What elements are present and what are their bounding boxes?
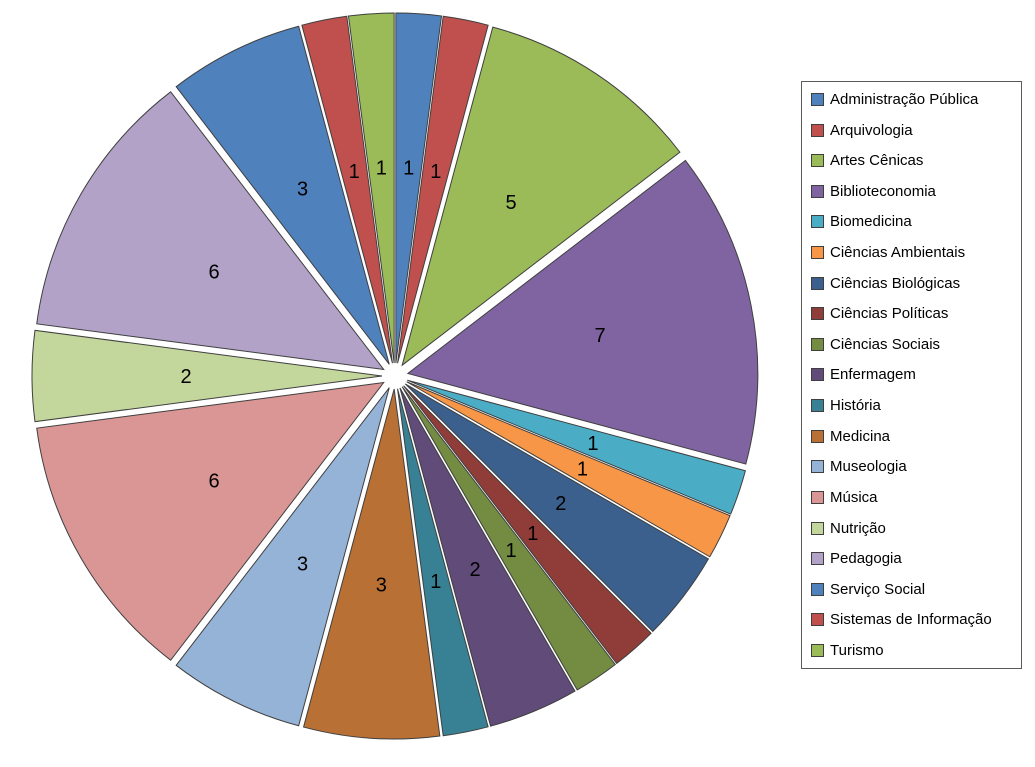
pie-slice-16 [175,25,390,365]
legend-label: Ciências Ambientais [830,244,966,262]
slice-value-label: 3 [376,575,387,597]
legend-item: Museologia [811,456,1015,477]
slice-value-label: 1 [430,161,441,183]
legend-color-swatch-icon [811,93,824,106]
legend-label: Museologia [830,458,907,476]
legend-item: Sistemas de Informação [811,609,1015,630]
legend-color-swatch-icon [811,399,824,413]
legend: Administração Pública Arquivologia Artes C… [801,81,1022,669]
slice-value-label: 2 [555,493,566,515]
legend-item: Ciências Ambientais [811,242,1015,263]
legend-item: Serviço Social [811,579,1015,600]
legend-label: Medicina [830,427,891,445]
legend-label: Administração Pública [830,91,979,108]
slice-value-label: 1 [430,571,441,593]
pie-slice-11 [302,388,441,740]
slice-value-label: 6 [208,471,219,493]
legend-item: História [811,395,1015,416]
legend-label: Pedagogia [830,550,902,568]
legend-color-swatch-icon [811,184,824,198]
legend-item: Medicina [811,426,1015,447]
slice-value-label: 6 [208,262,219,284]
pie-slice-5 [406,381,731,558]
legend-item: Artes Cênicas [811,150,1015,171]
pie-slice-7 [403,385,652,665]
pie-slice-1 [397,15,489,364]
legend-item: Turismo [811,640,1015,661]
pie-slice-17 [301,15,393,364]
legend-color-swatch-icon [811,368,824,382]
legend-label: Nutrição [830,519,886,537]
slice-value-label: 1 [403,157,414,179]
legend-color-swatch-icon [811,613,824,627]
legend-item: Administração Pública [811,89,1015,110]
legend-label: Ciências Biológicas [830,274,961,292]
legend-item: Biblioteconomia [811,181,1015,202]
pie-slice-13 [36,381,385,661]
pie-slice-3 [406,159,759,465]
pie-slice-9 [399,387,576,727]
legend-item: Pedagogia [811,548,1015,569]
legend-color-swatch-icon [811,154,824,168]
pie-slice-0 [395,12,443,364]
legend-color-swatch-icon [811,123,824,137]
pie-slice-18 [347,12,395,364]
legend-color-swatch-icon [811,307,824,321]
legend-color-swatch-icon [811,337,824,351]
legend-color-swatch-icon [811,215,824,229]
slice-value-label: 1 [349,161,360,183]
pie-slice-12 [175,387,390,727]
legend-label: Biomedicina [830,213,912,231]
legend-item: Ciências Sociais [811,334,1015,355]
slice-value-label: 1 [506,540,517,562]
legend-color-swatch-icon [811,582,824,596]
slice-value-label: 1 [587,433,598,455]
legend-color-swatch-icon [811,429,824,443]
legend-color-swatch-icon [811,246,824,260]
legend-color-swatch-icon [811,460,824,474]
legend-item: Enfermagem [811,364,1015,385]
legend-item: Música [811,487,1015,508]
legend-label: Ciências Políticas [830,305,949,323]
slice-value-label: 7 [594,325,605,347]
legend-label: Serviço Social [830,580,926,598]
legend-item: Biomedicina [811,211,1015,232]
slice-value-label: 1 [376,157,387,179]
legend-label: Ciências Sociais [830,335,941,353]
legend-label: Biblioteconomia [830,182,936,200]
slice-value-label: 2 [469,559,480,581]
legend-label: História [830,397,881,415]
slice-value-label: 3 [297,179,308,201]
legend-item: Ciências Políticas [811,303,1015,324]
legend-label: Arquivologia [830,121,913,139]
pie-slice-4 [407,379,746,515]
legend-item: Arquivologia [811,120,1015,141]
legend-color-swatch-icon [811,643,824,657]
legend-color-swatch-icon [811,490,824,504]
pie-slice-8 [401,386,616,691]
slice-value-label: 1 [527,523,538,545]
pie-slice-14 [31,329,383,423]
legend-label: Música [830,488,878,506]
slice-value-label: 3 [297,553,308,575]
pie-slice-6 [404,383,710,633]
legend-color-swatch-icon [811,276,824,290]
slice-value-label: 5 [506,192,517,214]
pie-slice-15 [36,91,385,371]
legend-label: Sistemas de Informação [830,611,992,629]
legend-item: Ciências Biológicas [811,273,1015,294]
pie-slice-2 [401,26,681,367]
legend-label: Enfermagem [830,366,916,384]
legend-color-swatch-icon [811,552,824,566]
legend-label: Artes Cênicas [830,152,924,170]
slice-value-label: 1 [577,458,588,480]
legend-color-swatch-icon [811,521,824,535]
slice-value-label: 2 [180,366,191,388]
pie-slice-10 [397,388,489,737]
legend-item: Nutrição [811,518,1015,539]
legend-label: Turismo [830,641,884,659]
